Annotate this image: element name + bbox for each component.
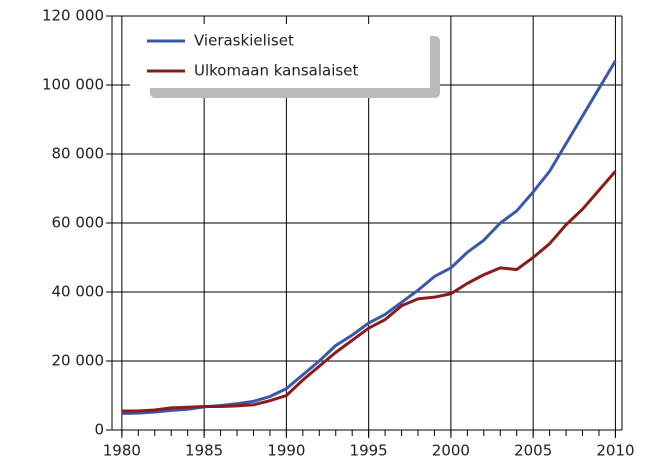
y-tick-label: 20 000 [52, 352, 105, 370]
legend-box [130, 24, 430, 88]
y-tick-label: 40 000 [52, 283, 105, 301]
x-tick-label: 1995 [350, 442, 388, 460]
y-tick-label: 100 000 [42, 76, 104, 94]
y-tick-label: 60 000 [52, 214, 105, 232]
x-tick-label: 2005 [514, 442, 552, 460]
legend-label: Ulkomaan kansalaiset [194, 62, 358, 80]
y-tick-label: 0 [94, 421, 104, 439]
x-tick-label: 1990 [267, 442, 305, 460]
series-line [121, 170, 617, 413]
y-tick-label: 120 000 [42, 7, 104, 25]
legend-label: Vieraskieliset [194, 32, 294, 50]
legend: Vieraskieliset Ulkomaan kansalaiset [130, 24, 440, 98]
x-tick-label: 1985 [185, 442, 223, 460]
y-tick-label: 80 000 [52, 145, 105, 163]
x-tick-label: 1980 [103, 442, 141, 460]
x-tick-label: 2000 [432, 442, 470, 460]
x-tick-label: 2010 [596, 442, 634, 460]
